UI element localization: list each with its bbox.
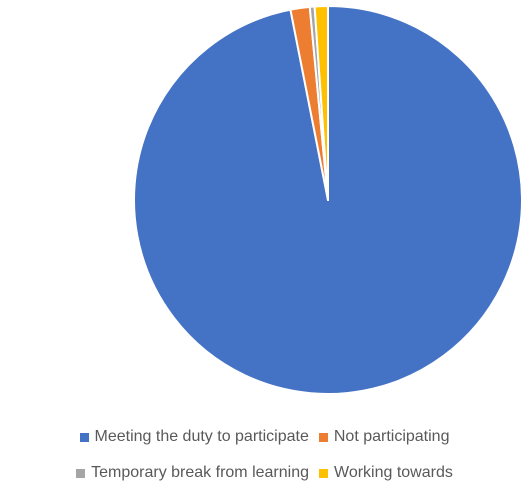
legend-item-not-participating: Not participating bbox=[318, 428, 450, 446]
legend-item-working-towards: Working towards bbox=[319, 464, 453, 482]
pie-slice-3 bbox=[313, 5, 329, 201]
legend-item-meeting-duty: Meeting the duty to participate bbox=[79, 428, 309, 446]
pie-slices bbox=[133, 5, 523, 395]
pie-chart bbox=[133, 5, 523, 395]
legend-row-2: Temporary break from learning Working to… bbox=[0, 464, 529, 482]
legend-item-temporary-break: Temporary break from learning bbox=[76, 464, 309, 482]
legend-swatch-meeting-duty bbox=[79, 432, 89, 442]
legend-label-meeting-duty: Meeting the duty to participate bbox=[94, 428, 309, 445]
legend-swatch-not-participating bbox=[318, 432, 328, 442]
legend-label-working-towards: Working towards bbox=[334, 464, 453, 481]
legend-swatch-temporary-break bbox=[76, 468, 86, 478]
legend-row-1: Meeting the duty to participate Not part… bbox=[0, 428, 529, 446]
legend-label-temporary-break: Temporary break from learning bbox=[91, 464, 309, 481]
legend-label-not-participating: Not participating bbox=[333, 428, 450, 445]
legend-swatch-working-towards bbox=[319, 468, 328, 478]
